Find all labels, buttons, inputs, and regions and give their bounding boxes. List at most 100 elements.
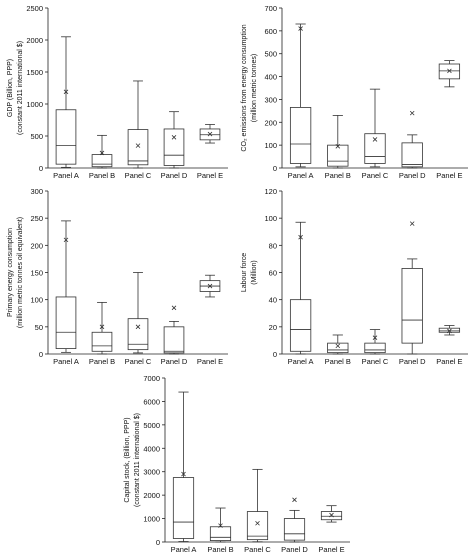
mean-marker-stroke (207, 131, 213, 137)
mean-marker-stroke (171, 134, 177, 140)
mean-marker-stroke (298, 234, 303, 240)
box-panel-b: Panel B (325, 115, 351, 180)
mean-marker-stroke (99, 324, 105, 330)
y-tick-label: 1000 (143, 515, 160, 524)
y-tick-label: 100 (264, 214, 277, 223)
mean-marker-stroke (171, 305, 177, 311)
box-panel-c: Panel C (125, 80, 152, 180)
iqr-box (209, 526, 232, 541)
box-panel-a: Panel A (53, 220, 79, 366)
y-axis-label: GDP (Billion, PPP) (7, 59, 14, 117)
mean-marker (135, 324, 141, 330)
box-panel-e: Panel E (197, 274, 223, 366)
y-tick-label: 0 (39, 350, 43, 359)
box-panel-e: Panel E (436, 325, 463, 366)
y-tick-label: 0 (39, 164, 43, 173)
x-category-label: Panel D (281, 545, 308, 554)
y-tick-label: 0 (273, 350, 277, 359)
mean-marker (255, 520, 260, 526)
box-panel-d: Panel D (399, 221, 426, 366)
x-category-label: Panel A (288, 171, 314, 180)
x-category-label: Panel C (362, 171, 389, 180)
mean-marker-stroke (409, 221, 415, 226)
mean-marker (329, 512, 334, 518)
mean-marker (372, 335, 378, 340)
x-category-label: Panel B (89, 171, 115, 180)
box-panel-d: Panel D (281, 497, 308, 554)
iqr-box (438, 63, 461, 80)
y-axis-label: Capital stock, (Billion, PPP) (124, 417, 131, 502)
mean-marker (171, 134, 177, 140)
box-panel-d: Panel D (161, 111, 188, 180)
x-category-label: Panel B (89, 357, 115, 366)
iqr-box (163, 326, 185, 354)
mean-marker-stroke (218, 523, 223, 528)
iqr-box (55, 296, 77, 349)
mean-marker-stroke (409, 110, 415, 116)
mean-marker (171, 305, 177, 311)
iqr-box (283, 518, 306, 541)
x-category-label: Panel A (288, 357, 314, 366)
mean-marker (335, 343, 341, 349)
mean-marker (447, 328, 452, 334)
y-tick-label: 60 (269, 269, 277, 278)
y-axis-label: (Million) (251, 260, 258, 285)
box-panel-b: Panel B (89, 134, 115, 180)
mean-marker (447, 68, 452, 74)
box-panel-a: Panel A (53, 36, 79, 180)
mean-marker (292, 497, 297, 503)
box-panel-e: Panel E (318, 505, 345, 554)
x-category-label: Panel E (197, 171, 223, 180)
x-category-label: Panel E (436, 171, 462, 180)
mean-marker-stroke (135, 143, 141, 148)
y-tick-label: 120 (264, 187, 277, 196)
mean-marker (181, 471, 186, 477)
y-tick-label: 20 (269, 323, 277, 332)
box-panel-d: Panel D (161, 305, 188, 366)
mean-marker-stroke (447, 68, 452, 74)
x-category-label: Panel E (197, 357, 223, 366)
x-category-label: Panel C (362, 357, 389, 366)
x-category-label: Panel D (399, 357, 426, 366)
x-category-label: Panel B (207, 545, 233, 554)
mean-marker-stroke (63, 89, 69, 95)
y-tick-label: 300 (30, 187, 43, 196)
mean-marker (409, 110, 415, 116)
x-category-label: Panel A (53, 357, 79, 366)
x-category-label: Panel C (125, 171, 152, 180)
x-category-label: Panel C (244, 545, 271, 554)
mean-marker (207, 283, 213, 289)
x-category-label: Panel D (399, 171, 426, 180)
y-tick-label: 50 (35, 323, 43, 332)
y-tick-label: 0 (156, 538, 160, 547)
mean-marker-stroke (329, 512, 334, 518)
y-tick-label: 500 (264, 50, 277, 59)
box-panel-e: Panel E (436, 60, 463, 180)
y-tick-label: 1000 (26, 100, 43, 109)
chart-2: 0 100 200 300 400 500 600 700 CO₂ emissions from… (241, 4, 468, 180)
chart-5: 0 1000 2000 3000 4000 5000 6000 7000 Capital sto… (124, 374, 350, 554)
x-category-label: Panel A (53, 171, 79, 180)
mean-marker (135, 143, 141, 148)
mean-marker (298, 26, 303, 31)
mean-marker-stroke (298, 26, 303, 31)
mean-marker-stroke (292, 497, 297, 503)
y-axis-label: (million metric tonnes) (251, 54, 258, 122)
iqr-box (91, 154, 113, 168)
mean-marker-stroke (372, 335, 378, 340)
mean-marker-stroke (207, 283, 213, 289)
box-panel-c: Panel C (362, 329, 389, 366)
y-axis-label: Labour force (241, 253, 248, 292)
iqr-box (401, 268, 423, 344)
mean-marker (218, 523, 223, 528)
iqr-box (401, 142, 423, 168)
y-tick-label: 2000 (143, 491, 160, 500)
box-panel-e: Panel E (197, 124, 223, 180)
mean-marker-stroke (181, 471, 186, 477)
y-tick-label: 700 (264, 4, 277, 13)
y-tick-label: 6000 (143, 397, 160, 406)
iqr-box (438, 327, 461, 333)
y-tick-label: 200 (264, 118, 277, 127)
y-tick-label: 7000 (143, 374, 160, 383)
x-category-label: Panel B (325, 171, 351, 180)
